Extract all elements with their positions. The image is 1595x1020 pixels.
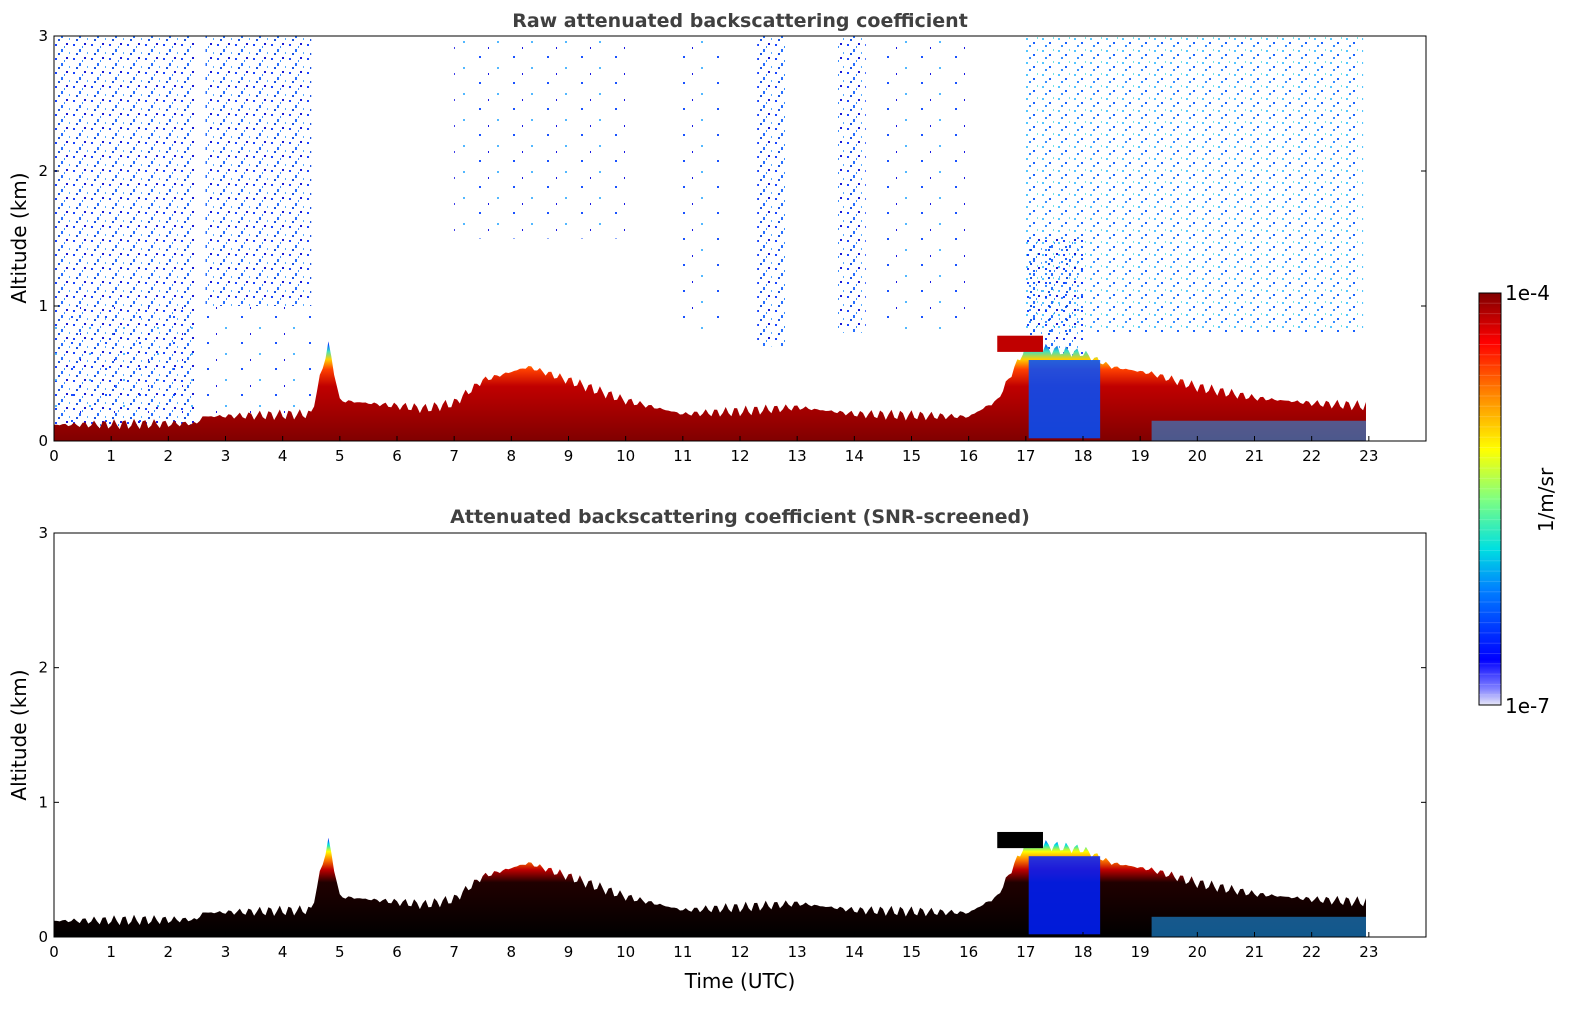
x-tick-label: 13 [788, 447, 807, 465]
x-tick-label: 11 [673, 447, 692, 465]
x-tick-label: 19 [1131, 943, 1150, 961]
noise-region-2 [54, 306, 312, 428]
x-tick-label: 15 [902, 943, 921, 961]
x-tick-label: 22 [1302, 447, 1321, 465]
x-tick-label: 10 [616, 447, 635, 465]
x-tick-label: 6 [392, 447, 402, 465]
colorbar: 1e-4 1e-7 1/m/sr [1478, 281, 1558, 718]
noise-region-9 [454, 36, 626, 239]
x-tick-label: 9 [564, 447, 574, 465]
y-tick-label: 2 [38, 162, 48, 180]
chart-title-raw: Raw attenuated backscattering coefficien… [512, 10, 968, 32]
x-tick-label: 6 [392, 943, 402, 961]
y-axis-label-raw: Altitude (km) [7, 172, 31, 303]
noise-region-1 [205, 36, 312, 306]
x-tick-label: 0 [49, 943, 59, 961]
x-tick-label: 10 [616, 943, 635, 961]
x-tick-label: 8 [507, 447, 517, 465]
surface-layer-region [1151, 916, 1366, 937]
x-tick-label: 8 [507, 943, 517, 961]
x-tick-label: 21 [1245, 943, 1264, 961]
panel-raw: Raw attenuated backscattering coefficien… [7, 10, 1427, 465]
noise-region-3 [677, 36, 723, 333]
mixed-layer-region [1028, 360, 1101, 439]
noise-region-5 [837, 36, 866, 333]
colorbar-max-label: 1e-4 [1505, 281, 1550, 305]
x-tick-label: 7 [449, 943, 459, 961]
x-tick-label: 18 [1073, 447, 1092, 465]
x-tick-label: 4 [278, 943, 288, 961]
y-axis-snr: 0 1 2 3 [38, 524, 1426, 946]
x-tick-label: 1 [106, 447, 116, 465]
colorbar-unit-label: 1/m/sr [1534, 467, 1558, 532]
mixed-layer-region [1028, 856, 1101, 935]
x-tick-label: 22 [1302, 943, 1321, 961]
x-tick-label: 17 [1016, 447, 1035, 465]
noise-region-6 [882, 36, 969, 333]
x-tick-label: 13 [788, 943, 807, 961]
colorbar-min-label: 1e-7 [1505, 694, 1550, 718]
x-tick-label: 19 [1131, 447, 1150, 465]
x-tick-label: 4 [278, 447, 288, 465]
y-tick-label: 3 [38, 27, 48, 45]
x-tick-label: 7 [449, 447, 459, 465]
y-tick-label: 1 [38, 793, 48, 811]
x-tick-label: 14 [845, 943, 864, 961]
elevated-aerosol-layer [997, 831, 1043, 849]
x-tick-label: 23 [1359, 447, 1378, 465]
heatmap-raw [54, 36, 1366, 441]
x-axis-raw: 0 1 2 3 4 5 6 7 8 9 10 11 12 13 14 15 16 17 18 19 20 21 22 23 [49, 436, 1378, 465]
x-tick-label: 3 [221, 447, 231, 465]
plot-frame-snr [53, 532, 1427, 938]
y-tick-label: 0 [38, 928, 48, 946]
x-tick-label: 12 [730, 447, 749, 465]
y-axis-label-snr: Altitude (km) [7, 669, 31, 800]
colorbar-gradient [1478, 292, 1502, 706]
x-tick-label: 9 [564, 943, 574, 961]
y-tick-label: 1 [38, 297, 48, 315]
x-tick-label: 16 [959, 447, 978, 465]
x-tick-label: 23 [1359, 943, 1378, 961]
y-axis-raw: 0 1 2 3 [38, 27, 1426, 450]
x-tick-label: 11 [673, 943, 692, 961]
colorbar-steps [1479, 302, 1501, 696]
x-tick-label: 18 [1073, 943, 1092, 961]
x-tick-label: 2 [164, 943, 174, 961]
x-tick-label: 2 [164, 447, 174, 465]
x-axis-snr: 0 1 2 3 4 5 6 7 8 9 10 11 12 13 14 15 16 17 18 19 20 21 22 23 [49, 932, 1378, 961]
heatmap-snr [54, 831, 1366, 937]
x-tick-label: 3 [221, 943, 231, 961]
x-tick-label: 20 [1188, 943, 1207, 961]
y-tick-label: 2 [38, 659, 48, 677]
x-tick-label: 1 [106, 943, 116, 961]
x-tick-label: 16 [959, 943, 978, 961]
x-tick-label: 21 [1245, 447, 1264, 465]
x-tick-label: 15 [902, 447, 921, 465]
x-tick-label: 5 [335, 447, 345, 465]
x-tick-label: 20 [1188, 447, 1207, 465]
surface-layer-region [1151, 420, 1366, 441]
y-tick-label: 3 [38, 524, 48, 542]
noise-region-4 [757, 36, 786, 347]
x-tick-label: 5 [335, 943, 345, 961]
chart-title-snr: Attenuated backscattering coefficient (S… [450, 506, 1030, 528]
panel-snr-screened: Attenuated backscattering coefficient (S… [7, 506, 1427, 993]
x-tick-label: 12 [730, 943, 749, 961]
elevated-aerosol-layer [997, 335, 1043, 352]
x-tick-label: 14 [845, 447, 864, 465]
x-tick-label: 17 [1016, 943, 1035, 961]
x-axis-label: Time (UTC) [684, 969, 796, 993]
x-tick-label: 0 [49, 447, 59, 465]
y-tick-label: 0 [38, 432, 48, 450]
